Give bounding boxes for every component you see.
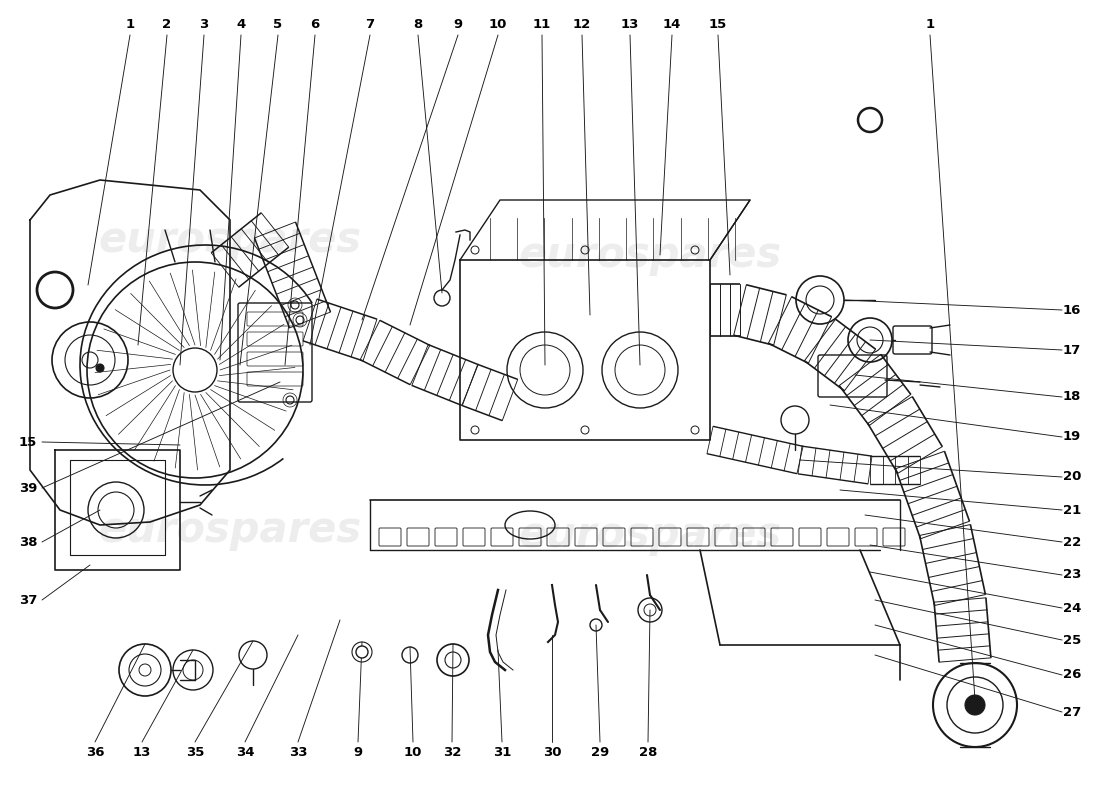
Text: 15: 15: [19, 435, 37, 449]
Text: 20: 20: [1063, 470, 1081, 483]
Text: 10: 10: [488, 18, 507, 31]
Text: 9: 9: [353, 746, 363, 758]
Text: 3: 3: [199, 18, 209, 31]
Text: 14: 14: [663, 18, 681, 31]
Text: 8: 8: [414, 18, 422, 31]
Text: 30: 30: [542, 746, 561, 758]
Text: eurospares: eurospares: [518, 234, 782, 276]
Circle shape: [965, 695, 985, 715]
Text: 18: 18: [1063, 390, 1081, 403]
Text: 36: 36: [86, 746, 104, 758]
Text: 29: 29: [591, 746, 609, 758]
Text: 33: 33: [288, 746, 307, 758]
Text: 31: 31: [493, 746, 512, 758]
Text: 13: 13: [133, 746, 151, 758]
Text: eurospares: eurospares: [98, 509, 362, 551]
Text: 12: 12: [573, 18, 591, 31]
Text: eurospares: eurospares: [518, 514, 782, 556]
Circle shape: [96, 364, 104, 372]
Text: 17: 17: [1063, 343, 1081, 357]
Circle shape: [356, 646, 369, 658]
Text: 1: 1: [125, 18, 134, 31]
Text: 24: 24: [1063, 602, 1081, 614]
Text: 19: 19: [1063, 430, 1081, 443]
Text: 22: 22: [1063, 535, 1081, 549]
Text: 27: 27: [1063, 706, 1081, 718]
Text: 25: 25: [1063, 634, 1081, 646]
Text: 23: 23: [1063, 569, 1081, 582]
Text: 32: 32: [443, 746, 461, 758]
Text: 2: 2: [163, 18, 172, 31]
Text: 13: 13: [620, 18, 639, 31]
Text: 26: 26: [1063, 669, 1081, 682]
Text: 28: 28: [639, 746, 657, 758]
Text: 1: 1: [925, 18, 935, 31]
Text: 21: 21: [1063, 503, 1081, 517]
Text: 10: 10: [404, 746, 422, 758]
Text: 34: 34: [235, 746, 254, 758]
Text: 37: 37: [19, 594, 37, 606]
Text: 9: 9: [453, 18, 463, 31]
Text: 5: 5: [274, 18, 283, 31]
Text: 35: 35: [186, 746, 205, 758]
Text: 39: 39: [19, 482, 37, 494]
Text: 6: 6: [310, 18, 320, 31]
Text: 4: 4: [236, 18, 245, 31]
Text: 38: 38: [19, 535, 37, 549]
Text: 7: 7: [365, 18, 375, 31]
Text: 16: 16: [1063, 303, 1081, 317]
Text: 15: 15: [708, 18, 727, 31]
Text: 11: 11: [532, 18, 551, 31]
Text: eurospares: eurospares: [98, 219, 362, 261]
